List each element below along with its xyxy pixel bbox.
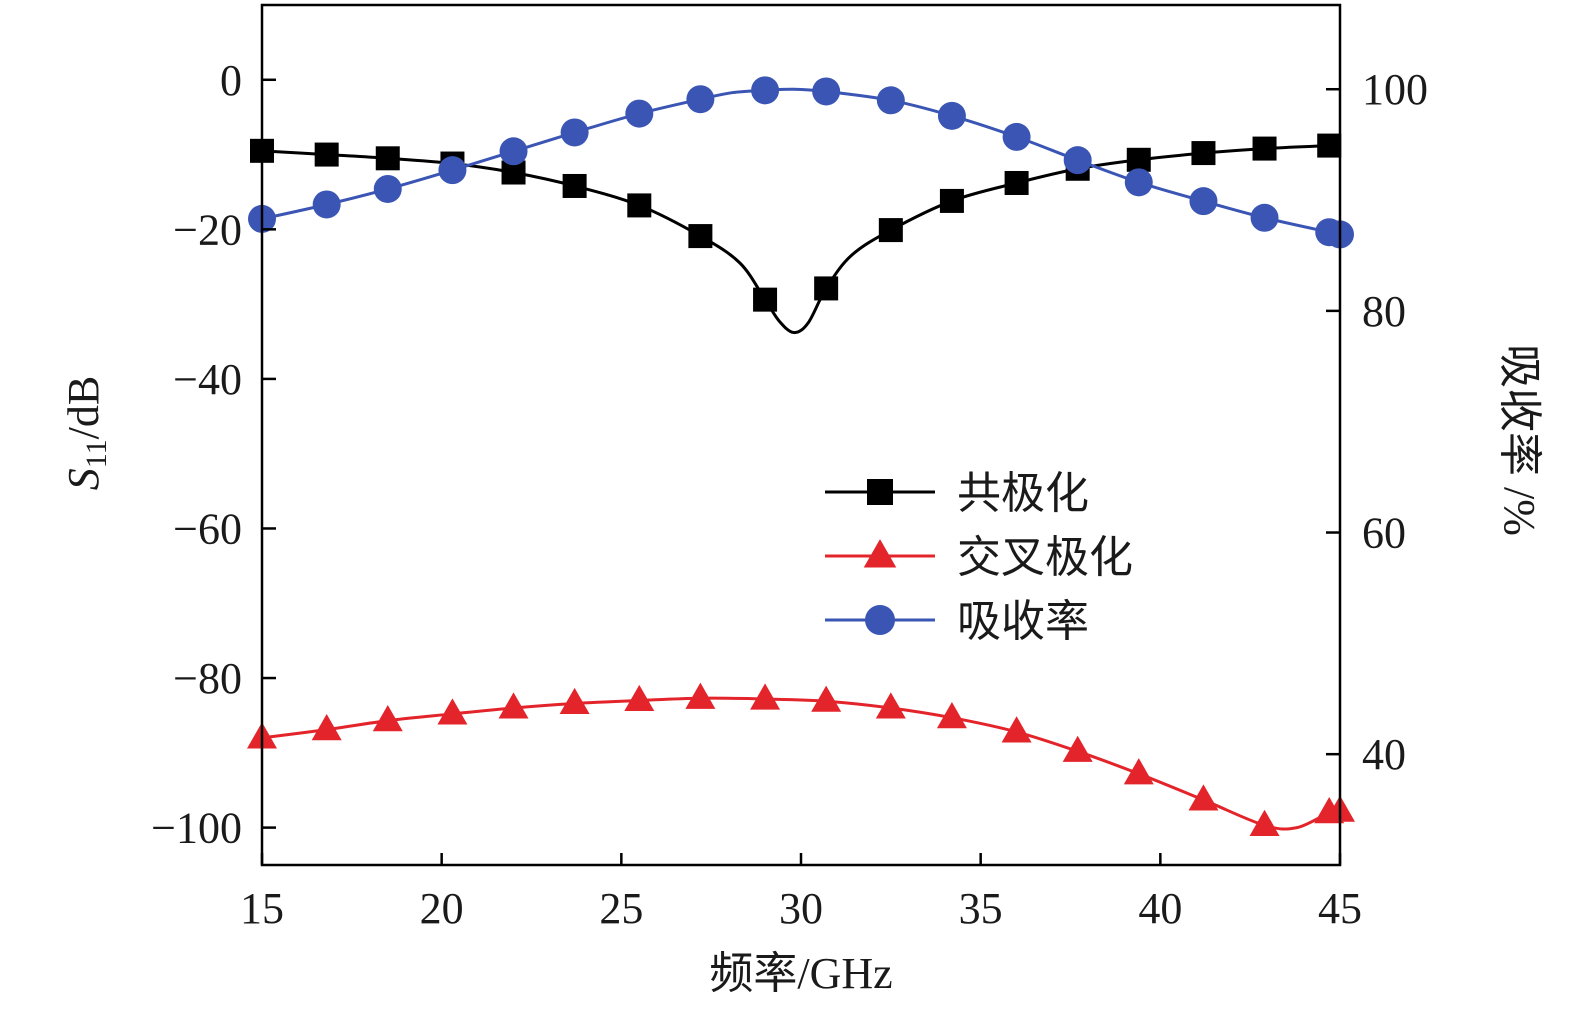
y-axis-right-title: 吸收率 /% [1495,344,1544,536]
series-1-point-9 [811,685,842,712]
series-1-point-1 [311,714,342,741]
x-tick-label-15: 15 [240,884,284,933]
series-1-point-10 [875,692,906,719]
series-2-point-7 [686,85,715,114]
series-2-line [261,87,1341,236]
y-right-tick-label-1: 80 [1362,287,1406,336]
x-axis-title: 频率/GHz [709,949,892,998]
y-right-tick-label-0: 100 [1362,65,1428,114]
series-0-point-1 [314,142,339,167]
series-2-point-6 [625,99,654,128]
y-axis-left-title: S11/dB [59,376,113,490]
y-left-tick-label-3: −60 [173,504,242,553]
series-2-point-4 [499,137,528,166]
legend-item-1: 交叉极化 [825,532,1133,583]
series-2-point-13 [1063,146,1092,175]
series-1-point-12 [1001,716,1032,743]
y-right-tick-label-2: 60 [1362,509,1406,558]
y-left-tick-label-2: −40 [173,355,242,404]
series-2-point-12 [1002,122,1031,151]
axes-layer [260,3,1342,867]
series-0-point-14 [1126,147,1151,172]
series-2-point-14 [1124,168,1153,197]
series-2-point-8 [751,76,780,105]
x-tick-label-35: 35 [959,884,1003,933]
x-tick-label-25: 25 [599,884,643,933]
y-axis-left-title-unit: /dB [59,376,108,440]
series-0-point-15 [1191,141,1216,166]
series-2-point-15 [1189,187,1218,216]
y-axis-left-title-subscript: 11 [80,439,113,468]
series-0 [250,133,1342,335]
x-tick-label-20: 20 [420,884,464,933]
y-left-tick-label-5: −100 [151,804,242,853]
series-2-point-2 [373,174,402,203]
series-0-point-7 [688,224,713,249]
y-axis-left-title-symbol: S [59,468,108,490]
series-2 [248,76,1354,249]
series-2-point-3 [438,156,467,185]
series-1-point-15 [1188,784,1219,811]
series-1-point-7 [685,682,716,709]
series-0-point-5 [562,173,587,198]
x-tick-label-40: 40 [1138,884,1182,933]
series-1-point-4 [498,692,529,719]
series-0-line [261,144,1330,335]
series-0-point-17 [1317,133,1342,158]
series-1 [247,682,1355,836]
legend-item-0: 共极化 [825,468,1089,519]
ticks-layer: 15 20 25 30 35 40 45 0 −20 −40 −60 −80 −100 100 80 60 40 [151,56,1428,933]
series-0-point-2 [375,146,400,171]
series-0-point-16 [1252,136,1277,161]
y-left-tick-label-0: 0 [220,56,242,105]
series-1-point-6 [624,684,655,712]
y-left-tick-label-4: −80 [173,654,242,703]
series-0-point-11 [939,188,964,213]
series-0-point-10 [878,218,903,243]
series-0-point-6 [627,193,652,218]
series-2-point-1 [312,190,341,219]
series-2-point-9 [812,77,841,106]
series-2-point-10 [876,86,905,115]
series-2-point-11 [937,101,966,130]
legend-marker-2 [865,605,895,635]
plot-frame [260,3,1342,867]
series-0-point-8 [753,287,778,312]
legend-label-0: 共极化 [957,468,1089,519]
series-2-point-16 [1250,203,1279,232]
series-1-point-11 [936,702,967,729]
series-1-line [261,696,1341,831]
series-1-point-16 [1249,809,1280,836]
series-1-point-13 [1062,735,1093,762]
x-tick-label-45: 45 [1318,884,1362,933]
series-0-point-12 [1004,170,1029,195]
series-2-point-5 [560,118,589,147]
series-1-point-3 [437,698,468,725]
y-left-tick-label-1: −20 [173,205,242,254]
series-1-point-5 [559,687,590,715]
legend-label-1: 交叉极化 [957,532,1133,583]
series-0-point-9 [814,276,839,301]
series-layer [247,76,1355,836]
legend-marker-0 [867,479,893,505]
x-tick-label-30: 30 [779,884,823,933]
y-right-tick-label-3: 40 [1362,730,1406,779]
series-1-point-2 [372,705,403,732]
legend-marker-1 [863,539,897,568]
series-1-point-14 [1123,758,1154,785]
legend-item-2: 吸收率 [825,596,1089,647]
series-1-point-8 [750,683,781,710]
legend-label-2: 吸收率 [957,596,1089,647]
